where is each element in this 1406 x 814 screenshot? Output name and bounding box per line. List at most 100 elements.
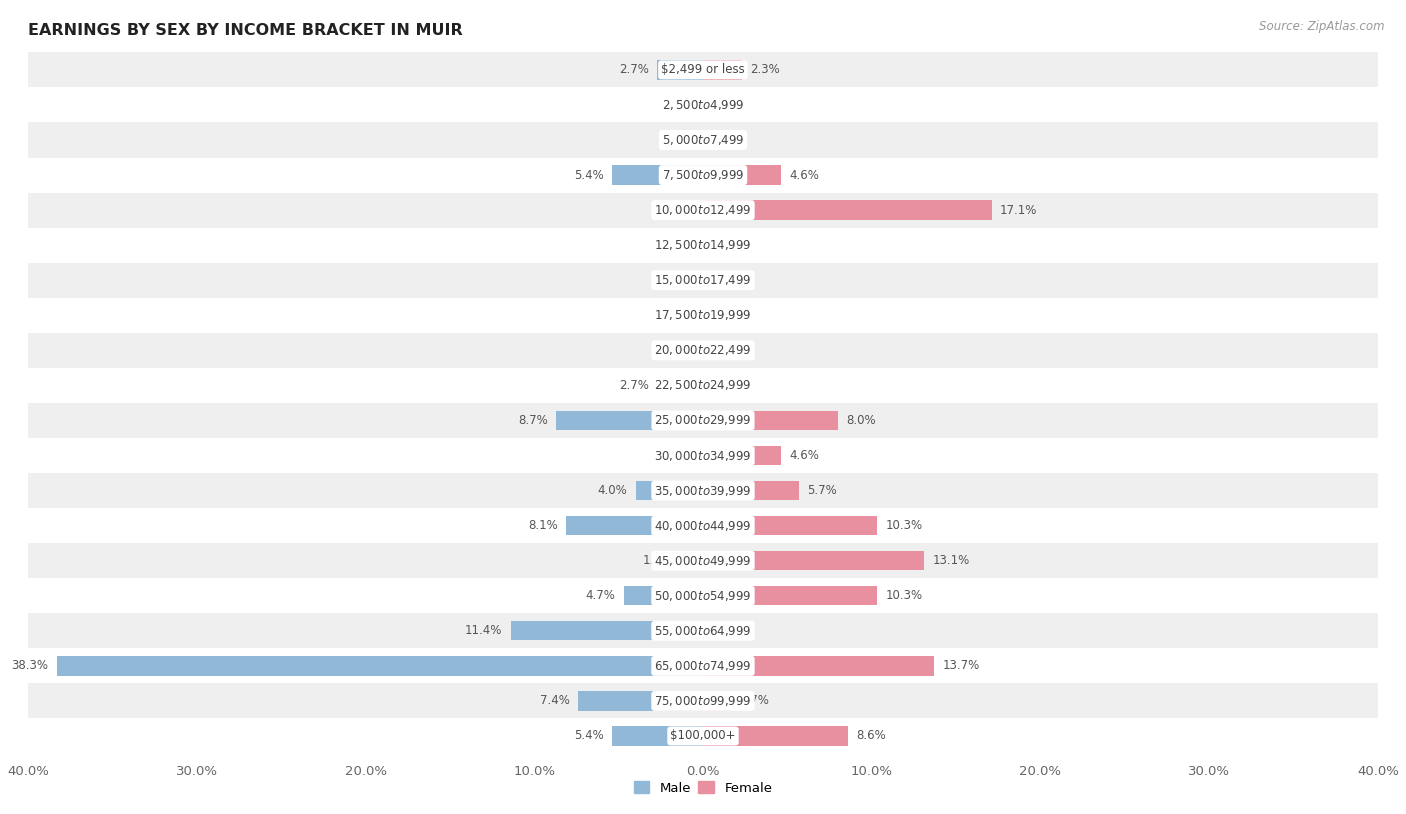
Text: 0.0%: 0.0%	[665, 239, 695, 252]
Text: $2,499 or less: $2,499 or less	[661, 63, 745, 77]
Bar	[612, 165, 703, 185]
Text: 2.3%: 2.3%	[751, 63, 780, 77]
Bar	[28, 508, 1378, 543]
Bar	[703, 200, 991, 220]
Bar	[681, 551, 703, 571]
Bar	[28, 193, 1378, 228]
Text: 0.0%: 0.0%	[711, 344, 741, 357]
Bar	[28, 719, 1378, 754]
Text: $10,000 to $12,499: $10,000 to $12,499	[654, 204, 752, 217]
Bar	[557, 411, 703, 430]
Text: 0.0%: 0.0%	[711, 309, 741, 322]
Text: 1.3%: 1.3%	[643, 554, 672, 567]
Text: 8.7%: 8.7%	[517, 414, 548, 427]
Bar	[28, 578, 1378, 613]
Bar	[612, 726, 703, 746]
Bar	[658, 60, 703, 80]
Text: $2,500 to $4,999: $2,500 to $4,999	[662, 98, 744, 112]
Text: $15,000 to $17,499: $15,000 to $17,499	[654, 274, 752, 287]
Bar	[658, 376, 703, 395]
Bar	[28, 333, 1378, 368]
Text: 4.7%: 4.7%	[585, 589, 616, 602]
Text: $45,000 to $49,999: $45,000 to $49,999	[654, 554, 752, 567]
Bar	[624, 586, 703, 606]
Text: $20,000 to $22,499: $20,000 to $22,499	[654, 344, 752, 357]
Bar	[567, 516, 703, 536]
Text: 0.0%: 0.0%	[665, 133, 695, 147]
Text: 13.7%: 13.7%	[942, 659, 980, 672]
Bar	[703, 551, 924, 571]
Bar	[28, 87, 1378, 122]
Text: 0.0%: 0.0%	[665, 309, 695, 322]
Text: 4.6%: 4.6%	[789, 168, 818, 182]
Text: 38.3%: 38.3%	[11, 659, 48, 672]
Text: $7,500 to $9,999: $7,500 to $9,999	[662, 168, 744, 182]
Bar	[636, 481, 703, 501]
Text: $5,000 to $7,499: $5,000 to $7,499	[662, 133, 744, 147]
Text: 5.7%: 5.7%	[807, 484, 838, 497]
Text: $65,000 to $74,999: $65,000 to $74,999	[654, 659, 752, 673]
Bar	[703, 481, 799, 501]
Bar	[703, 165, 780, 185]
Text: $75,000 to $99,999: $75,000 to $99,999	[654, 694, 752, 708]
Text: 0.0%: 0.0%	[711, 274, 741, 287]
Bar	[28, 122, 1378, 158]
Text: $35,000 to $39,999: $35,000 to $39,999	[654, 484, 752, 497]
Text: 0.0%: 0.0%	[711, 624, 741, 637]
Text: 10.3%: 10.3%	[886, 519, 922, 532]
Text: $50,000 to $54,999: $50,000 to $54,999	[654, 589, 752, 602]
Bar	[703, 656, 934, 676]
Text: 8.0%: 8.0%	[846, 414, 876, 427]
Text: 2.7%: 2.7%	[619, 63, 650, 77]
Bar	[28, 263, 1378, 298]
Bar	[28, 438, 1378, 473]
Text: 4.0%: 4.0%	[598, 484, 627, 497]
Text: 7.4%: 7.4%	[540, 694, 569, 707]
Bar	[28, 648, 1378, 684]
Bar	[28, 228, 1378, 263]
Bar	[703, 586, 877, 606]
Bar	[703, 516, 877, 536]
Text: EARNINGS BY SEX BY INCOME BRACKET IN MUIR: EARNINGS BY SEX BY INCOME BRACKET IN MUI…	[28, 23, 463, 38]
Text: $40,000 to $44,999: $40,000 to $44,999	[654, 519, 752, 532]
Text: 10.3%: 10.3%	[886, 589, 922, 602]
Text: 1.7%: 1.7%	[740, 694, 770, 707]
Bar	[56, 656, 703, 676]
Text: 13.1%: 13.1%	[932, 554, 970, 567]
Text: 0.0%: 0.0%	[665, 449, 695, 462]
Bar	[28, 543, 1378, 578]
Text: 0.0%: 0.0%	[665, 274, 695, 287]
Text: 5.4%: 5.4%	[574, 168, 603, 182]
Bar	[28, 613, 1378, 648]
Text: $25,000 to $29,999: $25,000 to $29,999	[654, 414, 752, 427]
Text: 4.6%: 4.6%	[789, 449, 818, 462]
Text: 5.4%: 5.4%	[574, 729, 603, 742]
Text: 8.1%: 8.1%	[529, 519, 558, 532]
Bar	[578, 691, 703, 711]
Text: 8.6%: 8.6%	[856, 729, 886, 742]
Bar	[510, 621, 703, 641]
Text: 0.0%: 0.0%	[665, 98, 695, 112]
Bar	[28, 403, 1378, 438]
Text: 2.7%: 2.7%	[619, 379, 650, 392]
Bar	[28, 298, 1378, 333]
Text: 0.0%: 0.0%	[711, 379, 741, 392]
Bar	[703, 411, 838, 430]
Text: Source: ZipAtlas.com: Source: ZipAtlas.com	[1260, 20, 1385, 33]
Bar	[28, 368, 1378, 403]
Bar	[703, 446, 780, 465]
Legend: Male, Female: Male, Female	[628, 776, 778, 800]
Text: 0.0%: 0.0%	[711, 98, 741, 112]
Text: 0.0%: 0.0%	[665, 204, 695, 217]
Text: $30,000 to $34,999: $30,000 to $34,999	[654, 449, 752, 462]
Bar	[703, 691, 731, 711]
Text: $12,500 to $14,999: $12,500 to $14,999	[654, 239, 752, 252]
Text: 11.4%: 11.4%	[465, 624, 502, 637]
Bar	[28, 473, 1378, 508]
Text: $55,000 to $64,999: $55,000 to $64,999	[654, 624, 752, 638]
Bar	[703, 726, 848, 746]
Text: 0.0%: 0.0%	[711, 133, 741, 147]
Text: 0.0%: 0.0%	[711, 239, 741, 252]
Text: $22,500 to $24,999: $22,500 to $24,999	[654, 379, 752, 392]
Bar	[28, 52, 1378, 87]
